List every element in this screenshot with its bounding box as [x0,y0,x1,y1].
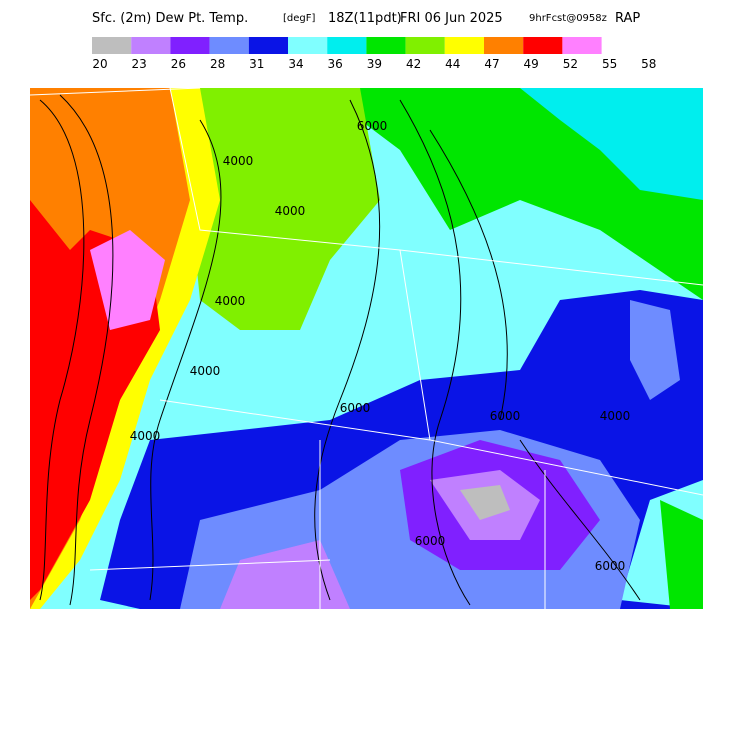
legend-label: 31 [249,57,264,71]
legend-swatch [92,37,132,54]
units: [degF] [283,13,316,24]
moist-region [90,230,165,330]
legend-label: 52 [563,57,578,71]
model: RAP [615,11,640,26]
contour-label: 6000 [340,401,371,415]
title: Sfc. (2m) Dew Pt. Temp. [92,11,248,26]
legend-label: 47 [484,57,499,71]
forecast-info: 9hrFcst@0958z [529,13,607,24]
contour-label: 4000 [130,429,161,443]
contour-label: 4000 [600,409,631,423]
contour-label: 6000 [415,534,446,548]
contour-label: 4000 [215,294,246,308]
legend-swatch [209,37,249,54]
legend-swatch [444,37,484,54]
legend-label: 20 [92,57,107,71]
moist-region [520,88,703,200]
legend-label: 36 [328,57,343,71]
legend-label: 55 [602,57,617,71]
legend-swatch [523,37,563,54]
valid-time: 18Z(11pdt) [328,11,402,26]
legend-label: 26 [171,57,186,71]
color-legend: 20 23 26 28 31 34 36 39 42 44 47 49 52 55 58 [92,37,656,71]
dry-region [630,300,680,400]
legend-swatch [484,37,524,54]
contour-labels: 4000 4000 4000 6000 4000 4000 6000 6000 6000 4000… [130,119,631,573]
legend-label: 44 [445,57,460,71]
legend-swatch [327,37,367,54]
contour-label: 4000 [275,204,306,218]
dry-region [220,540,350,609]
legend-swatch [288,37,328,54]
contour-label: 6000 [595,559,626,573]
moist-region [660,500,703,609]
legend-swatch [405,37,445,54]
legend-label: 23 [132,57,147,71]
legend-label: 39 [367,57,382,71]
legend-label: 42 [406,57,421,71]
moist-region [180,88,380,330]
legend-swatch [248,37,288,54]
legend-label: 58 [641,57,656,71]
legend-swatch [562,37,602,54]
valid-date: FRI 06 Jun 2025 [400,11,503,26]
driest-region [460,485,510,520]
legend-label: 28 [210,57,225,71]
legend-label: 49 [524,57,539,71]
legend-swatch [131,37,171,54]
contour-label: 6000 [357,119,388,133]
contour-label: 4000 [223,154,254,168]
contour-label: 6000 [490,409,521,423]
boundaries [30,88,703,609]
contour-label: 4000 [190,364,221,378]
map: 4000 4000 4000 6000 4000 4000 6000 6000 6000 4000… [30,88,703,609]
legend-swatch [170,37,210,54]
legend-swatch [366,37,406,54]
legend-label: 34 [288,57,303,71]
